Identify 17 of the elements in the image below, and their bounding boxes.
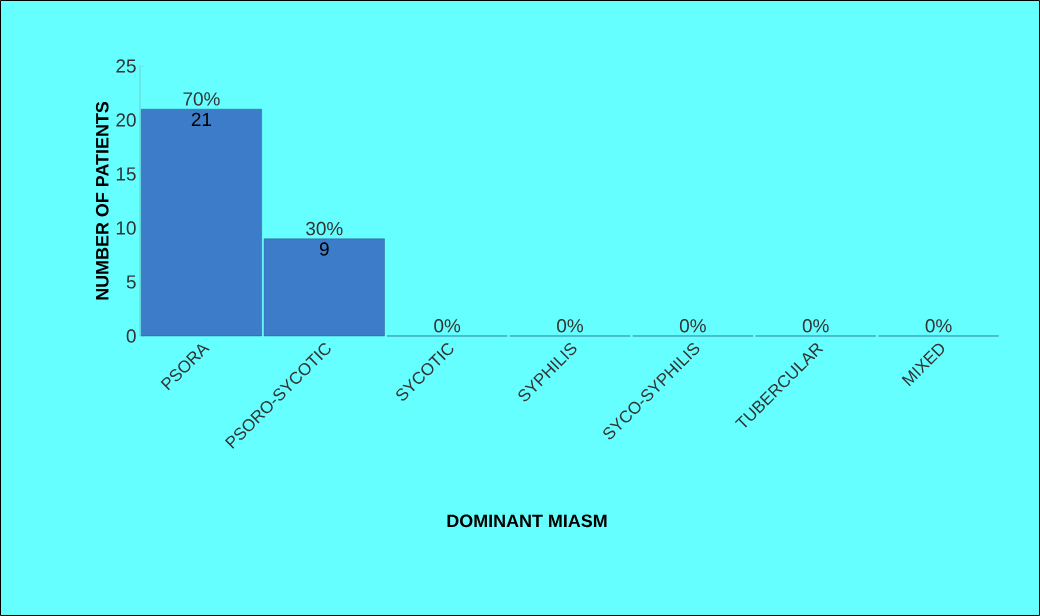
y-tick-label: 25 — [116, 59, 136, 73]
annotation: 0% — [679, 319, 706, 333]
y-tick-label: 5 — [126, 275, 136, 289]
annotation: 0% — [434, 319, 461, 333]
data-label: 21 — [191, 112, 212, 126]
y-axis-title: NUMBER OF PATIENTS — [95, 101, 109, 300]
y-tick-label: 10 — [116, 221, 136, 235]
annotation: 0% — [557, 319, 584, 333]
annotation: 0% — [925, 319, 952, 333]
annotation: 0% — [802, 319, 829, 333]
data-label: 9 — [319, 242, 329, 256]
x-axis-title: DOMINANT MIASM — [447, 514, 607, 528]
annotation: 70% — [183, 92, 220, 106]
y-tick-label: 20 — [116, 113, 136, 127]
annotation: 30% — [306, 221, 343, 236]
y-tick-label: 15 — [116, 167, 136, 181]
y-tick-label: 0 — [126, 329, 136, 343]
